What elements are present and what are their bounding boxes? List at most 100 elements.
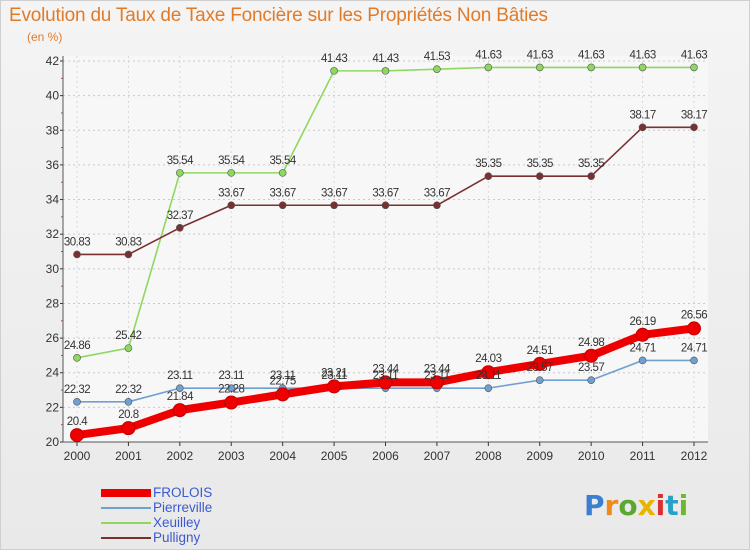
- data-point-frolois: [429, 375, 444, 390]
- data-point-xeuilley: [690, 63, 698, 72]
- x-tick-label: 2006: [372, 449, 399, 463]
- data-label-pierreville: 22.32: [115, 384, 141, 396]
- logo-letter: i: [678, 489, 689, 522]
- data-label-pierreville: 23.11: [270, 370, 296, 382]
- data-label-frolois: 22.28: [218, 384, 244, 396]
- data-label-pierreville: 23.11: [167, 370, 193, 382]
- data-label-pierreville: 23.57: [578, 362, 604, 374]
- data-label-pierreville: 23.11: [424, 370, 450, 382]
- y-tick-label: 26: [46, 331, 60, 345]
- data-label-xeuilley: 41.63: [475, 49, 501, 61]
- data-label-xeuilley: 41.53: [424, 51, 450, 63]
- logo-letter: t: [665, 489, 679, 522]
- data-label-pierreville: 24.71: [629, 342, 655, 354]
- data-label-xeuilley: 25.42: [115, 330, 141, 342]
- data-point-pulligny: [535, 172, 544, 180]
- data-label-pulligny: 38.17: [629, 109, 655, 121]
- data-label-pulligny: 30.83: [64, 236, 90, 248]
- data-point-pulligny: [484, 172, 493, 180]
- data-point-frolois: [481, 365, 496, 380]
- x-tick-label: 2008: [475, 449, 502, 463]
- data-label-xeuilley: 41.63: [527, 49, 553, 61]
- logo-letter: r: [604, 489, 619, 522]
- data-point-xeuilley: [587, 63, 595, 72]
- data-point-pulligny: [73, 250, 81, 259]
- data-point-pierreville: [124, 398, 133, 406]
- data-label-xeuilley: 41.63: [629, 49, 655, 61]
- data-point-pulligny: [124, 250, 133, 259]
- data-point-pierreville: [484, 384, 493, 392]
- data-point-pierreville: [73, 398, 81, 406]
- y-tick-label: 34: [46, 193, 60, 207]
- data-label-pulligny: 38.17: [681, 109, 707, 121]
- data-label-xeuilley: 24.86: [64, 340, 90, 352]
- data-point-pulligny: [433, 201, 441, 210]
- data-label-frolois: 24.98: [578, 337, 604, 349]
- data-point-pierreville: [638, 356, 647, 365]
- data-point-frolois: [70, 428, 84, 443]
- data-label-pulligny: 33.67: [270, 187, 296, 199]
- y-tick-label: 28: [46, 296, 60, 310]
- data-point-frolois: [635, 327, 650, 342]
- logo-letter: i: [655, 489, 666, 522]
- chart-title: Evolution du Taux de Taxe Foncière sur l…: [9, 5, 548, 26]
- data-label-frolois: 24.51: [527, 345, 553, 357]
- data-point-xeuilley: [124, 344, 133, 352]
- y-tick-label: 32: [46, 227, 60, 241]
- data-label-pulligny: 35.35: [475, 158, 501, 170]
- data-label-pierreville: 23.11: [373, 370, 399, 382]
- data-point-frolois: [327, 379, 342, 394]
- data-point-frolois: [584, 348, 599, 363]
- data-point-frolois: [172, 403, 187, 418]
- data-label-xeuilley: 35.54: [218, 155, 245, 167]
- data-point-xeuilley: [638, 63, 647, 72]
- x-tick-label: 2007: [424, 449, 451, 463]
- legend-label-xeuilley: Xeuilley: [153, 515, 201, 530]
- y-tick-label: 20: [46, 435, 60, 449]
- data-label-pierreville: 23.11: [219, 370, 245, 382]
- proxiti-logo: Proxiti: [584, 489, 688, 522]
- x-tick-label: 2001: [115, 449, 142, 463]
- data-point-frolois: [224, 395, 239, 410]
- data-point-pulligny: [690, 123, 698, 132]
- data-point-pulligny: [278, 201, 287, 210]
- data-label-pulligny: 30.83: [115, 236, 141, 248]
- data-point-xeuilley: [227, 169, 236, 177]
- data-label-xeuilley: 41.63: [578, 49, 604, 61]
- data-point-frolois: [378, 375, 393, 390]
- legend-label-frolois: FROLOIS: [153, 485, 213, 500]
- data-label-frolois: 22.75: [270, 375, 296, 387]
- data-point-frolois: [121, 421, 136, 436]
- data-label-pierreville: 23.11: [321, 370, 347, 382]
- data-label-frolois: 23.21: [321, 367, 347, 379]
- data-label-pulligny: 32.37: [167, 210, 193, 222]
- legend-label-pierreville: Pierreville: [153, 500, 213, 515]
- data-label-frolois: 24.03: [475, 353, 501, 365]
- data-point-xeuilley: [484, 63, 493, 72]
- data-point-xeuilley: [278, 169, 287, 177]
- data-point-xeuilley: [176, 169, 184, 177]
- data-label-pierreville: 24.71: [681, 342, 707, 354]
- legend-swatch-pierreville: [101, 507, 151, 509]
- data-point-pulligny: [587, 172, 595, 180]
- y-tick-label: 24: [46, 366, 60, 380]
- y-tick-label: 36: [46, 158, 60, 172]
- data-label-xeuilley: 35.54: [167, 155, 194, 167]
- data-label-frolois: 26.19: [629, 316, 655, 328]
- data-point-pulligny: [638, 123, 647, 132]
- legend-swatch-pulligny: [101, 537, 151, 539]
- x-tick-label: 2012: [681, 449, 708, 463]
- data-label-frolois: 20.8: [118, 409, 138, 421]
- data-label-frolois: 23.44: [424, 363, 451, 375]
- data-point-pulligny: [330, 201, 338, 210]
- data-label-pierreville: 22.32: [64, 384, 90, 396]
- legend-swatch-xeuilley: [101, 522, 151, 524]
- x-tick-label: 2000: [64, 449, 91, 463]
- data-label-xeuilley: 35.54: [270, 155, 297, 167]
- data-point-pulligny: [381, 201, 390, 210]
- logo-letter: o: [618, 489, 638, 522]
- data-label-frolois: 20.4: [67, 416, 88, 428]
- legend-swatch-frolois: [101, 489, 151, 497]
- x-tick-label: 2011: [630, 449, 656, 463]
